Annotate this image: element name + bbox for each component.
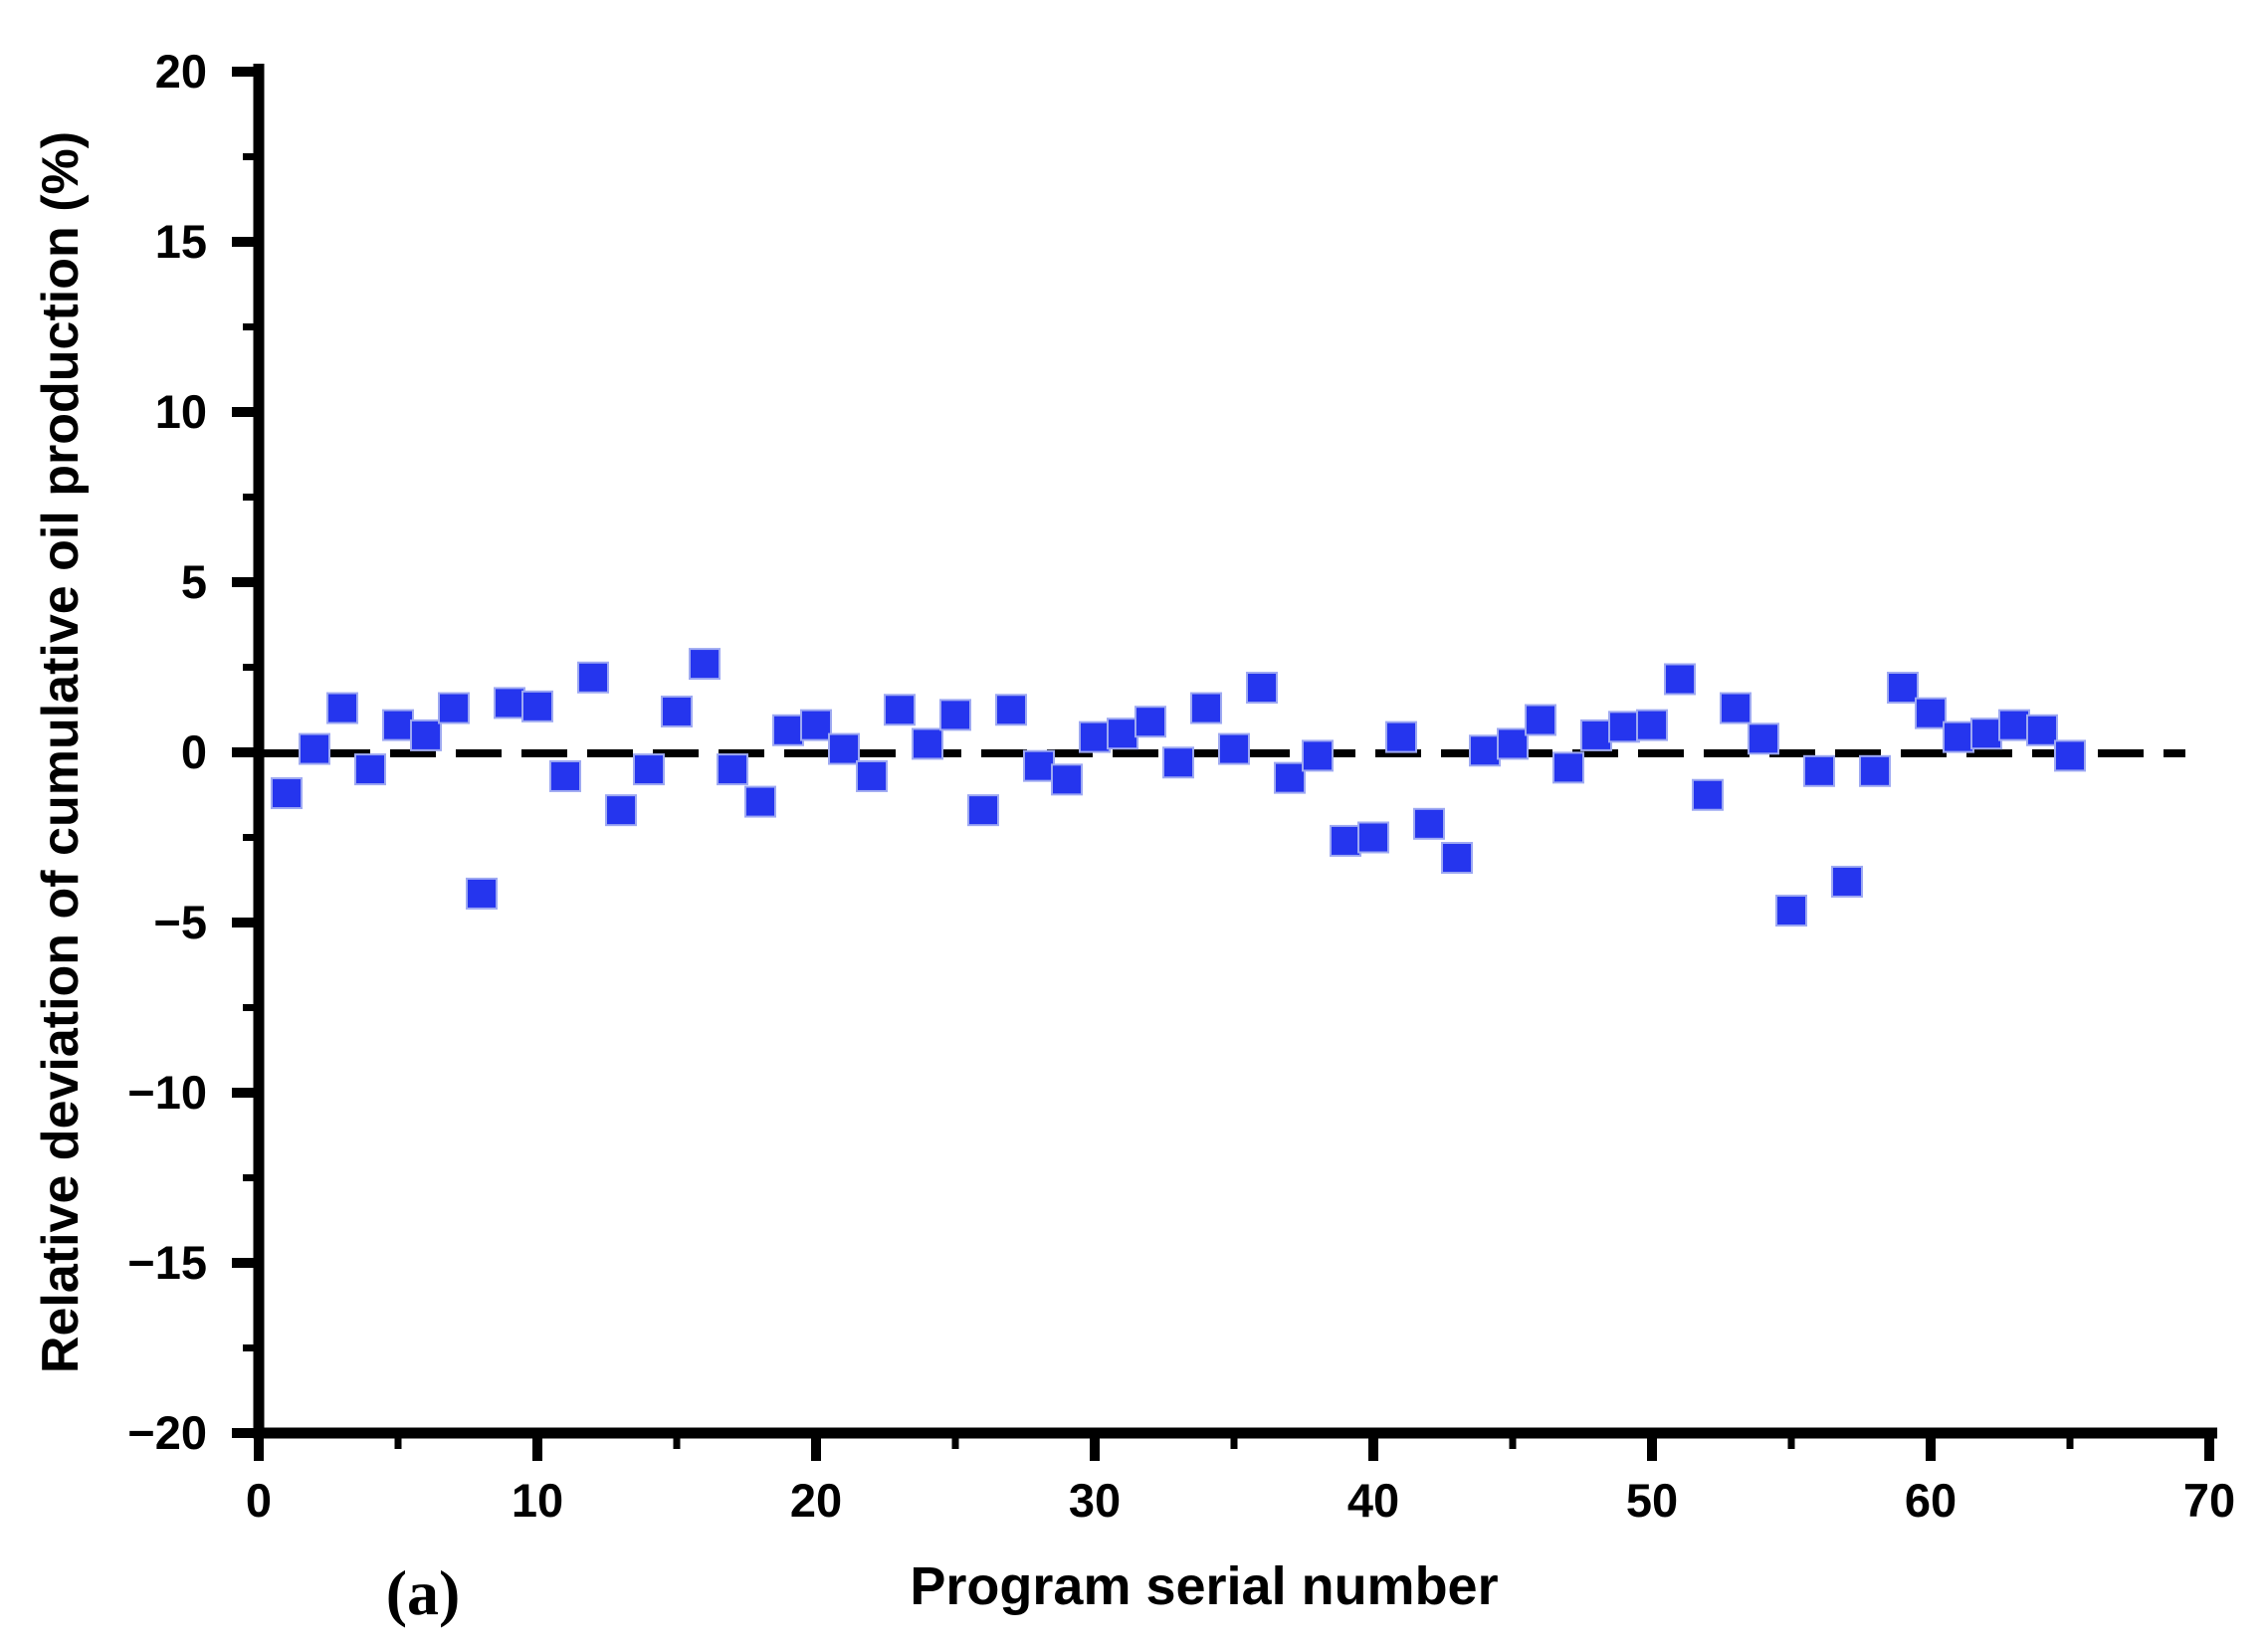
data-point — [326, 692, 358, 724]
data-point — [382, 709, 414, 741]
data-point — [939, 699, 971, 731]
data-point — [1246, 672, 1278, 705]
data-point — [661, 695, 693, 727]
y-tick-label: −20 — [127, 1406, 207, 1459]
y-tick-label: 5 — [181, 555, 207, 608]
x-tick-label: 20 — [790, 1474, 842, 1527]
y-tick-label: 15 — [155, 215, 207, 268]
x-tick-label: 30 — [1069, 1474, 1121, 1527]
x-tick-label: 50 — [1626, 1474, 1678, 1527]
x-tick-label: 70 — [2183, 1474, 2235, 1527]
data-point — [633, 753, 665, 786]
data-point — [549, 759, 581, 792]
data-point — [438, 692, 470, 724]
data-point — [828, 732, 860, 765]
data-point — [1218, 732, 1250, 765]
data-point — [1079, 721, 1111, 753]
data-point — [1274, 761, 1306, 794]
y-tick-label: −15 — [127, 1236, 207, 1289]
data-point — [521, 690, 553, 722]
data-point — [1692, 778, 1724, 811]
data-point — [1051, 763, 1083, 796]
data-point — [1552, 751, 1584, 784]
data-point — [299, 732, 330, 765]
data-point — [1775, 895, 1807, 927]
data-point — [1385, 721, 1417, 753]
data-point — [1441, 842, 1473, 875]
data-point — [2054, 739, 2086, 772]
data-point — [1162, 746, 1194, 779]
tick-label-layer: −20 −15 −10 −5 0 5 10 15 20 0 10 20 30 40 50 60 70 — [127, 45, 2235, 1527]
data-point — [2026, 714, 2058, 746]
x-tick-label: 0 — [246, 1474, 272, 1527]
data-point — [1943, 721, 1974, 753]
data-point — [1330, 824, 1361, 857]
data-point — [577, 661, 609, 694]
data-point — [1831, 865, 1863, 898]
data-point — [884, 694, 916, 726]
data-point — [967, 794, 999, 827]
y-axis-title: Relative deviation of cumulative oil pro… — [32, 131, 90, 1373]
data-point — [800, 709, 832, 741]
data-point — [1859, 754, 1891, 787]
data-point — [1413, 807, 1445, 840]
data-point — [1107, 718, 1138, 750]
x-tick-label: 10 — [512, 1474, 563, 1527]
data-point — [494, 687, 525, 720]
data-point — [1580, 719, 1612, 751]
data-point — [995, 694, 1027, 726]
data-point — [1915, 697, 1947, 729]
y-tick-label: 10 — [155, 385, 207, 438]
x-tick-label: 60 — [1905, 1474, 1957, 1527]
data-point — [1998, 709, 2030, 741]
data-point — [856, 759, 888, 792]
data-point — [744, 785, 776, 818]
data-point — [717, 753, 748, 786]
y-tick-label: 20 — [155, 45, 207, 98]
data-point — [1664, 663, 1696, 696]
data-point — [1525, 704, 1556, 736]
data-point — [1497, 727, 1529, 760]
data-point — [1357, 821, 1389, 854]
data-point — [1803, 754, 1835, 787]
data-point — [772, 714, 804, 746]
x-axis-title: Program serial number — [910, 1556, 1498, 1616]
data-point — [1970, 718, 2002, 750]
data-point — [1608, 711, 1640, 743]
data-point — [689, 648, 721, 681]
data-point — [1636, 709, 1668, 741]
data-point — [1720, 692, 1752, 724]
data-point — [912, 727, 943, 760]
data-point — [1302, 739, 1334, 772]
y-tick-label: −5 — [153, 896, 207, 948]
y-tick-label: 0 — [181, 725, 207, 778]
data-point — [1134, 706, 1166, 738]
data-point — [466, 877, 498, 910]
axes-layer — [232, 64, 2217, 1461]
y-tick-label: −10 — [127, 1066, 207, 1119]
figure-label: (a) — [386, 1557, 461, 1628]
data-points-layer — [271, 648, 2086, 927]
x-tick-label: 40 — [1347, 1474, 1399, 1527]
data-point — [1190, 692, 1222, 724]
data-point — [605, 794, 637, 827]
data-point — [354, 753, 386, 786]
data-point — [1023, 749, 1055, 782]
data-point — [1748, 722, 1779, 755]
data-point — [1887, 672, 1919, 705]
data-point — [1469, 734, 1501, 767]
data-point — [271, 777, 303, 810]
data-point — [410, 719, 442, 751]
